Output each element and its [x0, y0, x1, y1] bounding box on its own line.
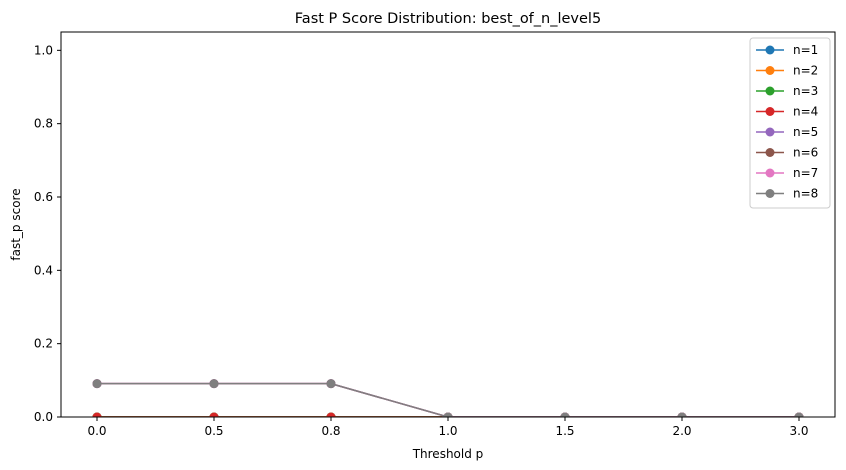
legend-marker	[765, 66, 775, 75]
y-tick-label: 0.8	[34, 117, 53, 131]
legend-item: n=3	[756, 84, 818, 98]
y-axis: 0.0 0.2 0.4 0.6 0.8 1.0	[34, 43, 61, 424]
legend-label: n=4	[793, 105, 818, 119]
data-point	[209, 379, 219, 389]
data-point	[326, 412, 336, 417]
data-point	[443, 412, 453, 417]
x-axis: 0.0 0.5 0.8 1.0 1.5 2.0 3.0	[87, 417, 809, 438]
legend-item: n=4	[756, 105, 818, 119]
legend-label: n=3	[793, 84, 818, 98]
legend-marker	[765, 168, 775, 178]
legend-label: n=7	[793, 166, 818, 180]
y-tick-label: 0.2	[34, 337, 53, 351]
y-tick-label: 0.4	[34, 263, 53, 277]
data-point	[326, 379, 336, 389]
legend-label: n=2	[793, 64, 818, 78]
data-point	[677, 412, 687, 417]
x-tick-label: 0.8	[321, 424, 340, 438]
data-point	[209, 412, 219, 417]
x-tick-label: 1.0	[438, 424, 457, 438]
legend-label: n=6	[793, 146, 818, 160]
x-tick-label: 1.5	[555, 424, 574, 438]
legend-marker	[765, 148, 775, 157]
x-tick-label: 3.0	[789, 424, 808, 438]
legend-item: n=1	[756, 43, 818, 57]
chart-title: Fast P Score Distribution: best_of_n_lev…	[295, 11, 601, 27]
legend-item: n=7	[756, 166, 818, 180]
series-n=8	[92, 379, 804, 417]
legend-marker	[765, 107, 775, 116]
y-tick-label: 1.0	[34, 43, 53, 57]
legend-item: n=8	[756, 187, 818, 201]
plot-series	[92, 379, 804, 417]
legend-box	[749, 37, 831, 209]
data-point	[794, 412, 804, 417]
legend-marker	[765, 189, 775, 198]
legend-item: n=5	[756, 125, 818, 139]
legend-label: n=1	[793, 43, 818, 57]
legend-marker	[765, 45, 775, 55]
data-point	[560, 412, 570, 417]
legend-item: n=2	[756, 64, 818, 78]
legend-marker	[765, 127, 775, 137]
legend: n=1 n=2 n=3 n=4 n=5 n=6 n=7 n=8	[749, 37, 831, 209]
x-tick-label: 0.5	[204, 424, 223, 438]
legend-label: n=8	[793, 187, 818, 201]
legend-item: n=6	[756, 146, 818, 160]
x-tick-label: 0.0	[87, 424, 106, 438]
data-point	[92, 379, 102, 389]
y-tick-label: 0.0	[34, 410, 53, 424]
legend-marker	[765, 86, 775, 96]
data-point	[92, 412, 102, 417]
x-axis-label: Threshold p	[412, 447, 484, 461]
y-axis-label: fast_p score	[9, 188, 23, 260]
legend-label: n=5	[793, 125, 818, 139]
x-tick-label: 2.0	[672, 424, 691, 438]
y-tick-label: 0.6	[34, 190, 53, 204]
